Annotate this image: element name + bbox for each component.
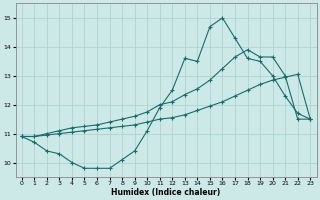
X-axis label: Humidex (Indice chaleur): Humidex (Indice chaleur) bbox=[111, 188, 221, 197]
